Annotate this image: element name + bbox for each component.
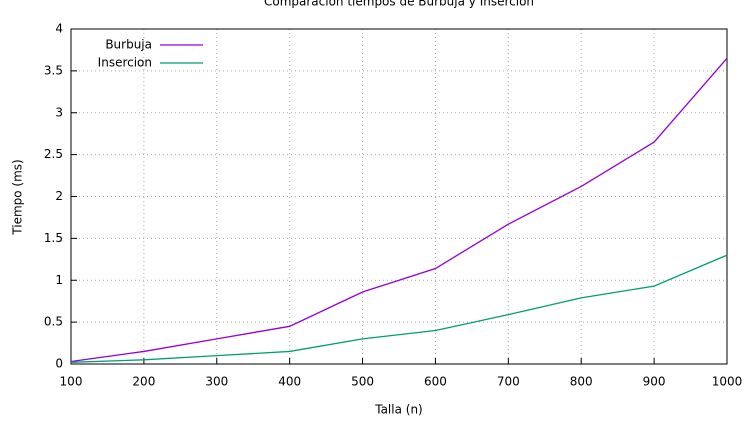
chart-title: Comparacion tiempos de Burbuja y Inserci… bbox=[264, 0, 534, 9]
y-tick-label: 2 bbox=[55, 189, 63, 203]
y-axis-label: Tiempo (ms) bbox=[11, 159, 25, 235]
y-tick-label: 0.5 bbox=[44, 315, 63, 329]
x-tick-label: 700 bbox=[497, 375, 520, 389]
legend-label: Insercion bbox=[98, 56, 152, 70]
y-tick-label: 1.5 bbox=[44, 231, 63, 245]
y-tick-label: 3.5 bbox=[44, 63, 63, 77]
x-tick-label: 100 bbox=[60, 375, 83, 389]
x-tick-label: 600 bbox=[424, 375, 447, 389]
series-line bbox=[70, 57, 728, 363]
x-tick-label: 500 bbox=[351, 375, 374, 389]
x-tick-label: 300 bbox=[205, 375, 228, 389]
y-tick-label: 4 bbox=[55, 22, 63, 36]
x-tick-label: 400 bbox=[278, 375, 301, 389]
x-tick-label: 1000 bbox=[712, 375, 743, 389]
y-tick-label: 3 bbox=[55, 105, 63, 119]
x-tick-label: 200 bbox=[132, 375, 155, 389]
y-tick-label: 2.5 bbox=[44, 147, 63, 161]
plot-frame bbox=[70, 28, 728, 365]
x-tick-label: 800 bbox=[570, 375, 593, 389]
legend-label: Burbuja bbox=[105, 38, 152, 52]
x-axis-label: Talla (n) bbox=[374, 403, 423, 417]
y-tick-label: 1 bbox=[55, 273, 63, 287]
series-line bbox=[70, 254, 728, 363]
y-tick-label: 0 bbox=[55, 357, 63, 371]
x-tick-label: 900 bbox=[643, 375, 666, 389]
